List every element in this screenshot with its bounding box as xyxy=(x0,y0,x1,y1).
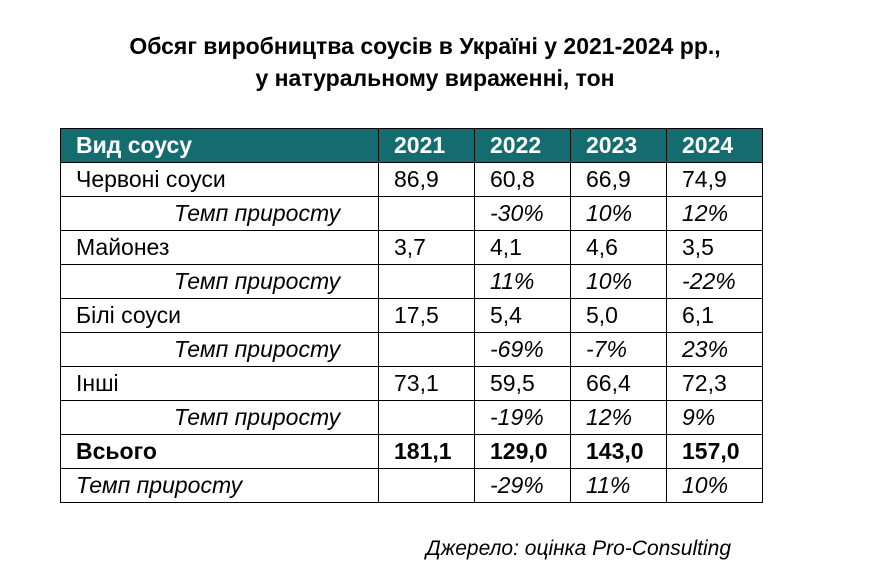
table-row: Всього 181,1 129,0 143,0 157,0 xyxy=(60,434,763,469)
table-cell-2024: 6,1 xyxy=(666,298,763,333)
table-header-row: Вид соусу 2021 2022 2023 2024 xyxy=(60,128,763,163)
table-cell-2022: 60,8 xyxy=(474,162,571,197)
growth-rate-label: Темп приросту xyxy=(60,264,379,299)
row-label: Червоні соуси xyxy=(60,162,379,197)
source-note: Джерело: оцінка Pro-Consulting xyxy=(426,537,732,560)
row-label: Білі соуси xyxy=(60,298,379,333)
table-cell-2023: 11% xyxy=(570,468,667,503)
growth-rate-row: Темп приросту 11% 10% -22% xyxy=(60,264,763,299)
table-cell-2024: 12% xyxy=(666,196,763,231)
title-line-2: у натуральному вираженні, тон xyxy=(255,65,615,91)
table-cell-2024: 23% xyxy=(666,332,763,367)
production-table: Вид соусу 2021 2022 2023 2024 Червоні со… xyxy=(60,128,763,503)
table-cell-2024: 9% xyxy=(666,400,763,435)
table-cell-2022: 129,0 xyxy=(474,434,571,469)
growth-rate-row: Темп приросту -29% 11% 10% xyxy=(60,468,763,503)
table-cell-2022: 59,5 xyxy=(474,366,571,401)
table-cell-2023: 10% xyxy=(570,264,667,299)
table-cell-2023: -7% xyxy=(570,332,667,367)
growth-rate-label: Темп приросту xyxy=(60,468,379,503)
table-cell-2021 xyxy=(378,400,475,435)
table-cell-2022: 5,4 xyxy=(474,298,571,333)
table-cell-2023: 10% xyxy=(570,196,667,231)
growth-rate-label: Темп приросту xyxy=(60,196,379,231)
table-cell-2021 xyxy=(378,468,475,503)
table-cell-2022: -19% xyxy=(474,400,571,435)
row-label: Інші xyxy=(60,366,379,401)
header-sauce-type: Вид соусу xyxy=(60,128,379,163)
table-cell-2021 xyxy=(378,196,475,231)
table-cell-2023: 12% xyxy=(570,400,667,435)
header-year-2022: 2022 xyxy=(474,128,571,163)
table-row: Інші 73,1 59,5 66,4 72,3 xyxy=(60,366,763,401)
growth-rate-row: Темп приросту -30% 10% 12% xyxy=(60,196,763,231)
table-cell-2022: -30% xyxy=(474,196,571,231)
growth-rate-row: Темп приросту -19% 12% 9% xyxy=(60,400,763,435)
table-cell-2024: 3,5 xyxy=(666,230,763,265)
table-cell-2021: 73,1 xyxy=(378,366,475,401)
chart-title: Обсяг виробництва соусів в Україні у 202… xyxy=(0,30,850,94)
table-cell-2021: 3,7 xyxy=(378,230,475,265)
table-row: Білі соуси 17,5 5,4 5,0 6,1 xyxy=(60,298,763,333)
growth-rate-label: Темп приросту xyxy=(60,400,379,435)
table-cell-2023: 4,6 xyxy=(570,230,667,265)
table-cell-2022: -69% xyxy=(474,332,571,367)
row-label: Всього xyxy=(60,434,379,469)
table-cell-2021: 86,9 xyxy=(378,162,475,197)
growth-rate-label: Темп приросту xyxy=(60,332,379,367)
table-cell-2024: -22% xyxy=(666,264,763,299)
table-cell-2023: 143,0 xyxy=(570,434,667,469)
header-year-2021: 2021 xyxy=(378,128,475,163)
table-body: Червоні соуси 86,9 60,8 66,9 74,9 Темп прирос… xyxy=(60,162,763,503)
table-cell-2024: 72,3 xyxy=(666,366,763,401)
table-cell-2022: 11% xyxy=(474,264,571,299)
table-row: Червоні соуси 86,9 60,8 66,9 74,9 xyxy=(60,162,763,197)
table-cell-2024: 74,9 xyxy=(666,162,763,197)
title-line-1: Обсяг виробництва соусів в Україні у 202… xyxy=(129,33,721,59)
table-cell-2022: -29% xyxy=(474,468,571,503)
growth-rate-row: Темп приросту -69% -7% 23% xyxy=(60,332,763,367)
table-cell-2021: 17,5 xyxy=(378,298,475,333)
table-cell-2024: 10% xyxy=(666,468,763,503)
table-row: Майонез 3,7 4,1 4,6 3,5 xyxy=(60,230,763,265)
header-year-2023: 2023 xyxy=(570,128,667,163)
table-cell-2023: 66,4 xyxy=(570,366,667,401)
row-label: Майонез xyxy=(60,230,379,265)
table-cell-2022: 4,1 xyxy=(474,230,571,265)
table-cell-2023: 66,9 xyxy=(570,162,667,197)
table-cell-2021 xyxy=(378,332,475,367)
table-cell-2024: 157,0 xyxy=(666,434,763,469)
header-year-2024: 2024 xyxy=(666,128,763,163)
table-cell-2021 xyxy=(378,264,475,299)
table-cell-2021: 181,1 xyxy=(378,434,475,469)
table-cell-2023: 5,0 xyxy=(570,298,667,333)
